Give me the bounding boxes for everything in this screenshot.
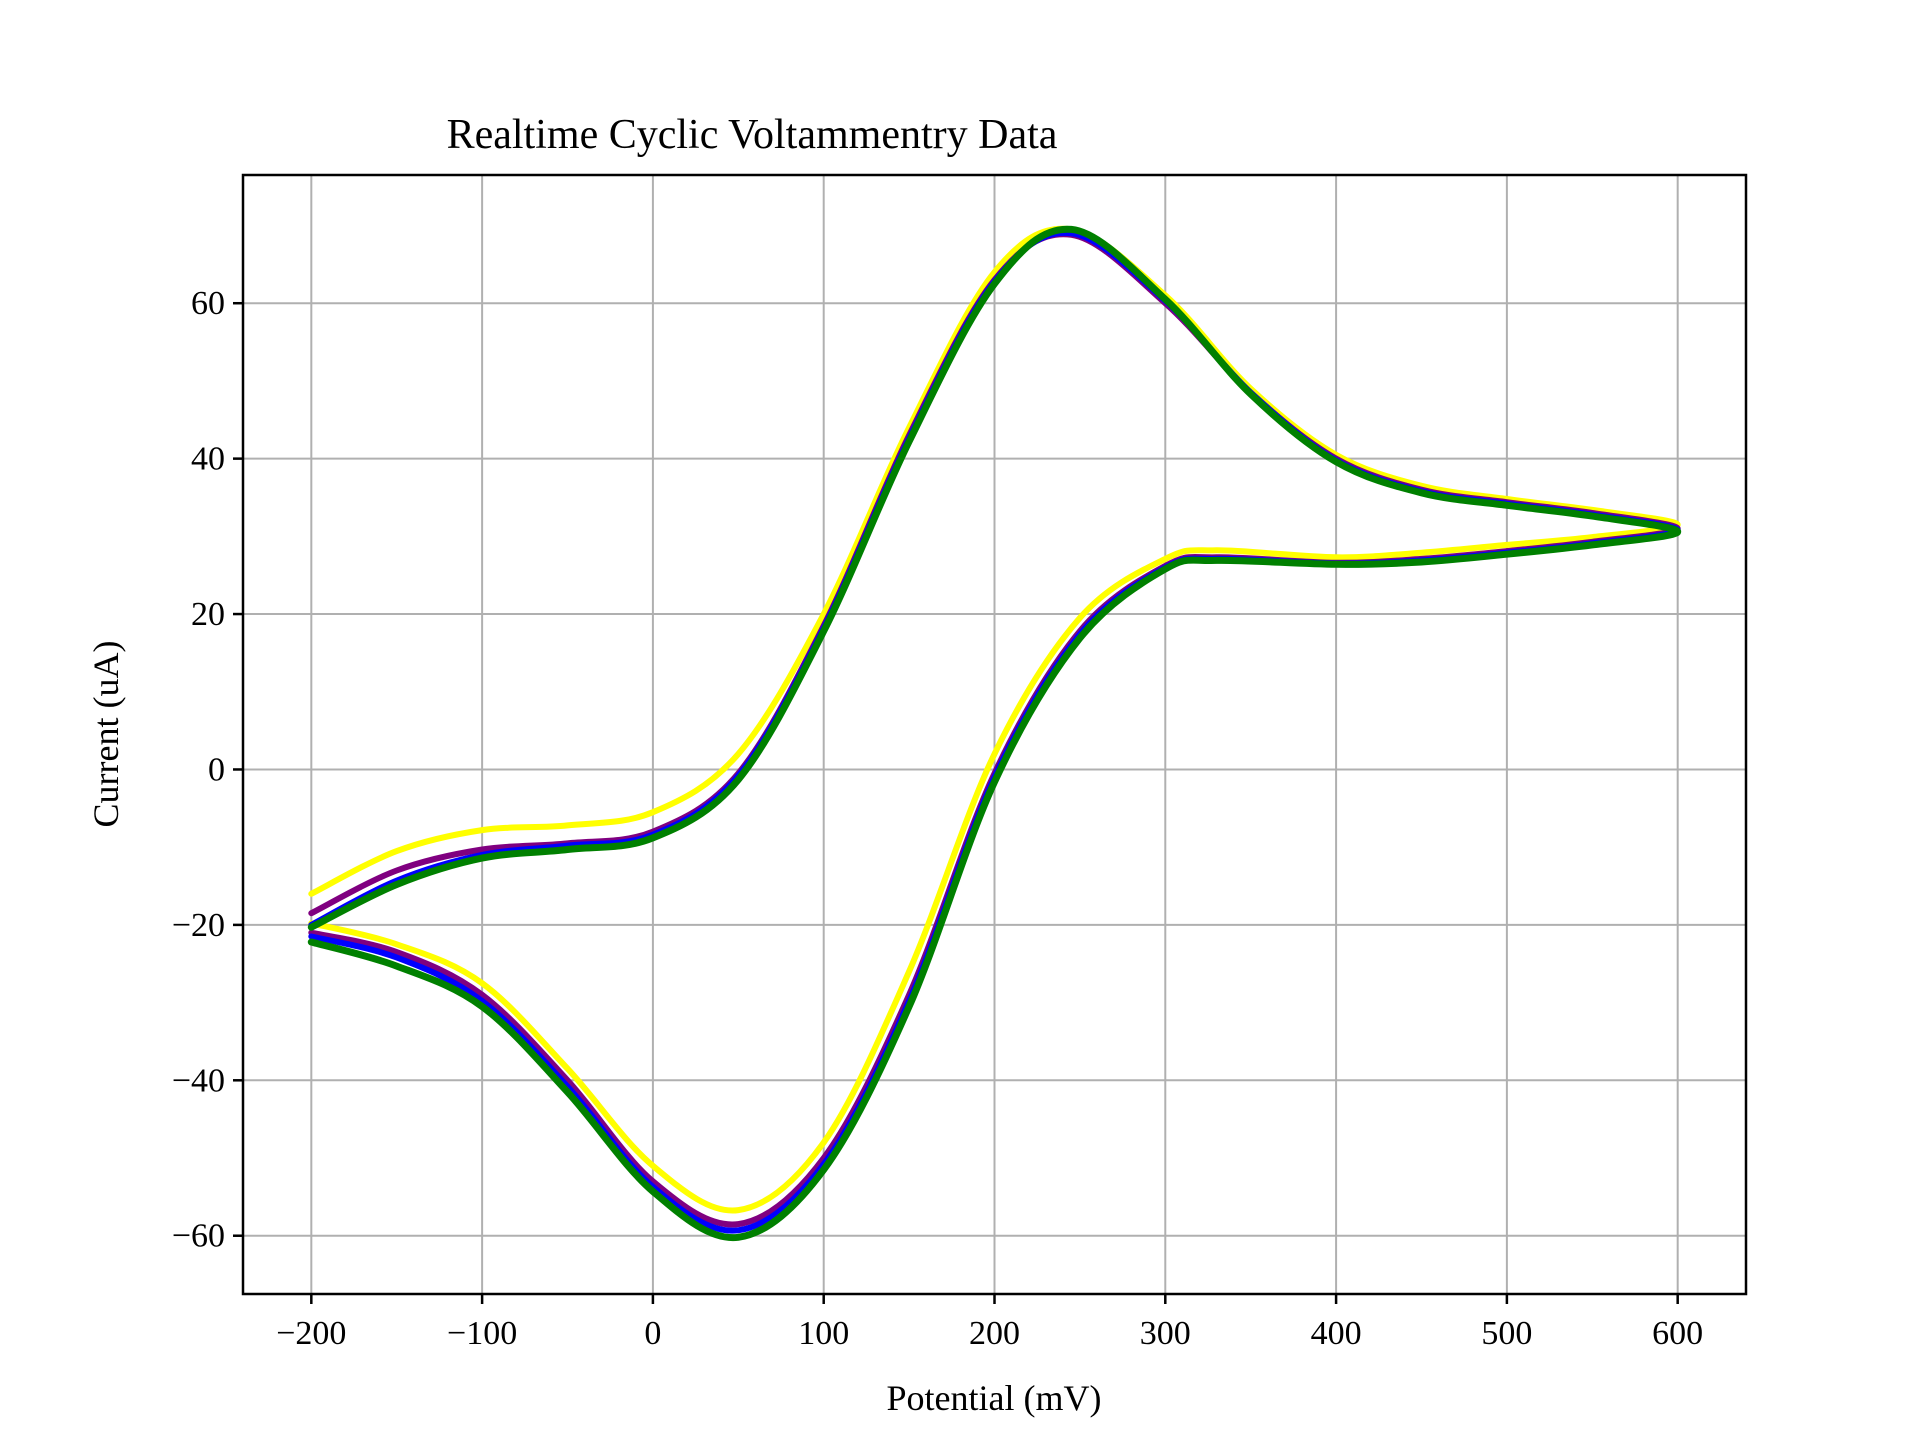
y-tick-label: 60 — [191, 285, 225, 322]
x-tick-label: 400 — [1311, 1315, 1362, 1352]
y-tick-label: −40 — [172, 1062, 225, 1099]
x-axis-ticks: −200 −100 0 100 200 300 400 500 600 — [276, 1294, 1703, 1352]
x-tick-label: 500 — [1481, 1315, 1532, 1352]
x-tick-label: −100 — [447, 1315, 517, 1352]
y-axis-ticks: −60 −40 −20 0 20 40 60 — [172, 285, 243, 1255]
series-group — [307, 225, 1682, 1242]
x-tick-label: 200 — [969, 1315, 1020, 1352]
x-tick-label: −200 — [276, 1315, 346, 1352]
y-tick-label: 40 — [191, 441, 225, 478]
y-tick-label: −60 — [172, 1218, 225, 1255]
chart-title: Realtime Cyclic Voltammentry Data — [447, 112, 1058, 158]
grid — [243, 175, 1746, 1294]
x-tick-label: 0 — [644, 1315, 661, 1352]
y-tick-label: 0 — [208, 751, 225, 788]
x-axis-label: Potential (mV) — [887, 1378, 1102, 1418]
x-tick-label: 600 — [1652, 1315, 1703, 1352]
y-axis-label: Current (uA) — [86, 641, 126, 828]
y-tick-label: −20 — [172, 907, 225, 944]
x-tick-label: 100 — [798, 1315, 849, 1352]
series-line-4 — [307, 225, 1682, 1242]
x-tick-label: 300 — [1140, 1315, 1191, 1352]
y-tick-label: 20 — [191, 596, 225, 633]
